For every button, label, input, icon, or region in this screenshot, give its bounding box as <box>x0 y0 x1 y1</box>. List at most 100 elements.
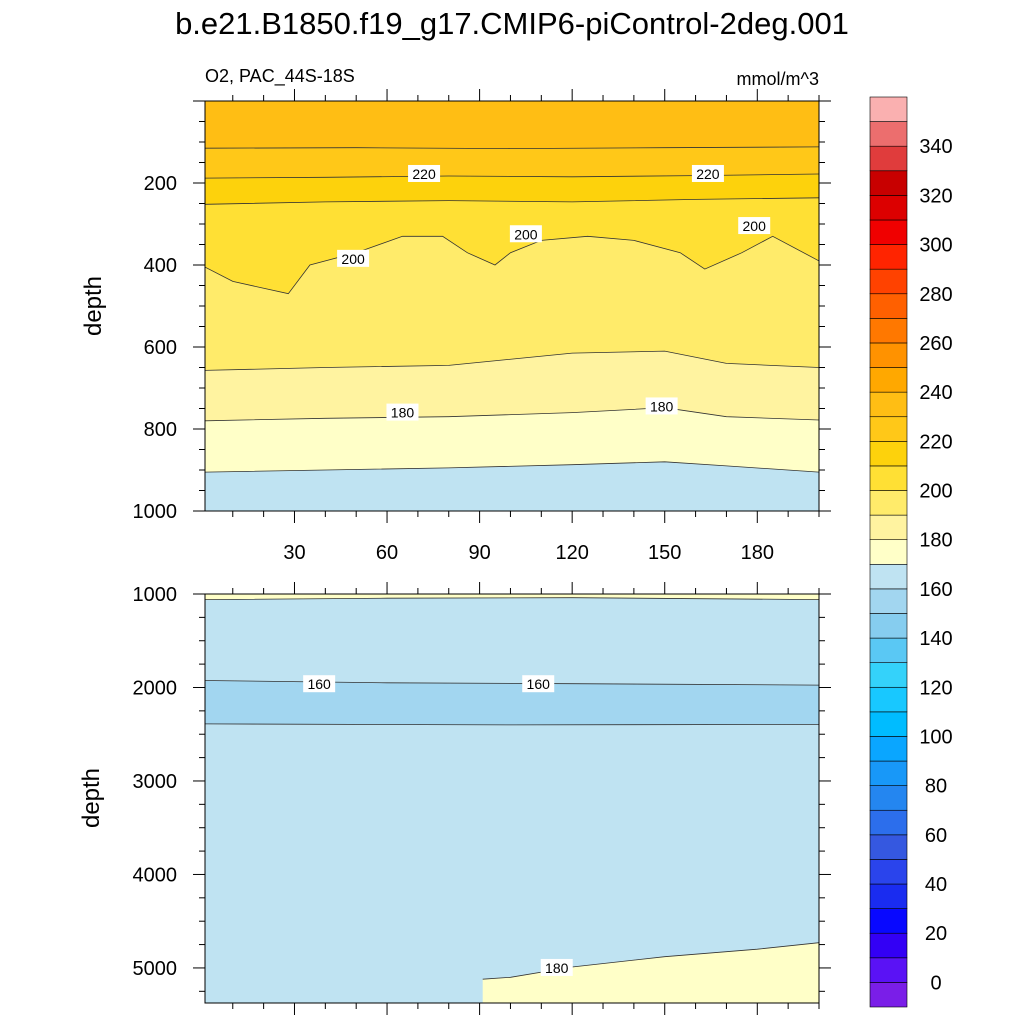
colorbar-tick-label: 180 <box>919 530 952 552</box>
contour-label: 200 <box>509 225 542 243</box>
colorbar-box <box>869 490 908 516</box>
contour-label-bg <box>303 675 336 693</box>
colorbar-box <box>869 957 908 983</box>
colorbar-box <box>869 514 908 541</box>
colorbar-tick-label: 0 <box>930 972 941 994</box>
lower-contour-lines <box>205 597 819 980</box>
y-tick-label: 4000 <box>133 864 178 886</box>
contour-label-bg <box>509 225 542 243</box>
colorbar-tick-label: 300 <box>919 235 952 257</box>
contour-label-text: 220 <box>696 166 720 182</box>
colorbar-box <box>869 96 908 122</box>
colorbar-box <box>869 244 908 270</box>
contour-band-170 <box>205 461 819 511</box>
contour-label: 200 <box>738 217 771 235</box>
colorbar-box <box>869 637 908 663</box>
lower-y-axis-label: depth <box>78 768 105 828</box>
lower-depth-panel: 160 160 180 1000 2000 3000 4000 5000 depth <box>78 582 831 1015</box>
y-tick-label: 3000 <box>133 771 178 793</box>
contour-label-bg <box>738 217 771 235</box>
x-tick-label: 30 <box>283 542 305 564</box>
colorbar-box <box>869 318 908 344</box>
colorbar-box <box>869 662 908 688</box>
y-tick-label: 200 <box>144 173 177 195</box>
contour-line-160 <box>205 680 819 686</box>
contour-line-200 <box>205 235 819 295</box>
contour-line-180 <box>205 407 819 422</box>
variable-label: O2, PAC_44S-18S <box>205 66 355 87</box>
colorbar-tick-label: 200 <box>919 481 952 503</box>
colorbar-tick-label: 240 <box>919 382 952 404</box>
contour-band-170 <box>205 723 819 1003</box>
y-tick-label: 1000 <box>133 584 178 606</box>
contour-label: 200 <box>337 249 370 267</box>
colorbar-box <box>869 982 908 1008</box>
colorbar-tick-label: 160 <box>919 579 952 601</box>
contour-line-180 <box>482 942 819 980</box>
contour-label-bg <box>540 958 573 976</box>
colorbar-tick-label: 120 <box>919 677 952 699</box>
colorbar-box <box>869 563 908 590</box>
upper-contour-fills <box>205 101 819 511</box>
contour-line-170 <box>205 723 819 726</box>
y-tick-label: 400 <box>144 255 177 277</box>
colorbar-box <box>869 465 908 491</box>
contour-line-170 <box>205 597 819 600</box>
colorbar-tick-label: 260 <box>919 333 952 355</box>
colorbar-box <box>869 367 908 393</box>
x-tick-label: 90 <box>468 542 490 564</box>
colorbar-box <box>869 711 908 737</box>
contour-label-text: 200 <box>514 226 538 242</box>
contour-label-text: 180 <box>391 405 415 421</box>
y-tick-label: 600 <box>144 337 177 359</box>
colorbar-box <box>869 785 908 811</box>
chart-title: b.e21.B1850.f19_g17.CMIP6-piControl-2deg… <box>175 6 849 41</box>
upper-depth-panel: 220 220 200 200 200 180 180 200 400 600 800 1000 d… <box>80 89 831 523</box>
colorbar-tick-label: 60 <box>925 825 947 847</box>
colorbar-box <box>869 932 908 959</box>
colorbar-box <box>869 908 908 934</box>
colorbar-tick-label: 340 <box>919 136 952 158</box>
contour-label: 180 <box>540 958 573 976</box>
units-label: mmol/m^3 <box>737 69 819 89</box>
contour-label-bg <box>691 164 724 182</box>
contour-label-text: 220 <box>412 166 436 182</box>
colorbar-box <box>869 342 908 368</box>
contour-band-180 <box>482 942 819 1003</box>
y-tick-label: 1000 <box>133 501 178 523</box>
colorbar-tick-label: 320 <box>919 185 952 207</box>
colorbar-box <box>869 268 908 295</box>
contour-label-bg <box>645 397 678 415</box>
lower-axis-ticks: 1000 2000 3000 4000 5000 <box>133 582 831 1015</box>
contour-label: 220 <box>691 164 724 182</box>
colorbar-tick-label: 80 <box>925 776 947 798</box>
contour-label-text: 160 <box>527 676 551 692</box>
colorbar-tick-label: 220 <box>919 431 952 453</box>
contour-label: 220 <box>408 164 441 182</box>
lower-contour-fills <box>205 594 819 1003</box>
contour-label-bg <box>408 164 441 182</box>
upper-contour-labels: 220 220 200 200 200 180 180 <box>337 164 771 421</box>
contour-line-230 <box>205 146 819 150</box>
contour-label-text: 200 <box>341 251 365 267</box>
x-axis-tick-labels: 30 60 90 120 150 180 <box>283 542 774 564</box>
colorbar-box <box>869 760 908 786</box>
x-tick-label: 120 <box>555 542 588 564</box>
colorbar-tick-label: 20 <box>925 923 947 945</box>
colorbar-box <box>869 416 908 442</box>
contour-label-text: 180 <box>650 398 674 414</box>
colorbar-tick-label: 40 <box>925 874 947 896</box>
colorbar-box <box>869 859 908 885</box>
colorbar-box <box>869 391 908 418</box>
y-tick-label: 800 <box>144 419 177 441</box>
contour-label: 180 <box>386 403 419 421</box>
colorbar-box <box>869 219 908 245</box>
colorbar-tick-label: 280 <box>919 284 952 306</box>
contour-label-bg <box>337 249 370 267</box>
colorbar-box <box>869 145 908 172</box>
colorbar-box <box>869 441 908 467</box>
colorbar-box <box>869 883 908 909</box>
contour-label: 160 <box>522 675 555 693</box>
colorbar-box <box>869 613 908 639</box>
contour-label-text: 180 <box>545 960 569 976</box>
